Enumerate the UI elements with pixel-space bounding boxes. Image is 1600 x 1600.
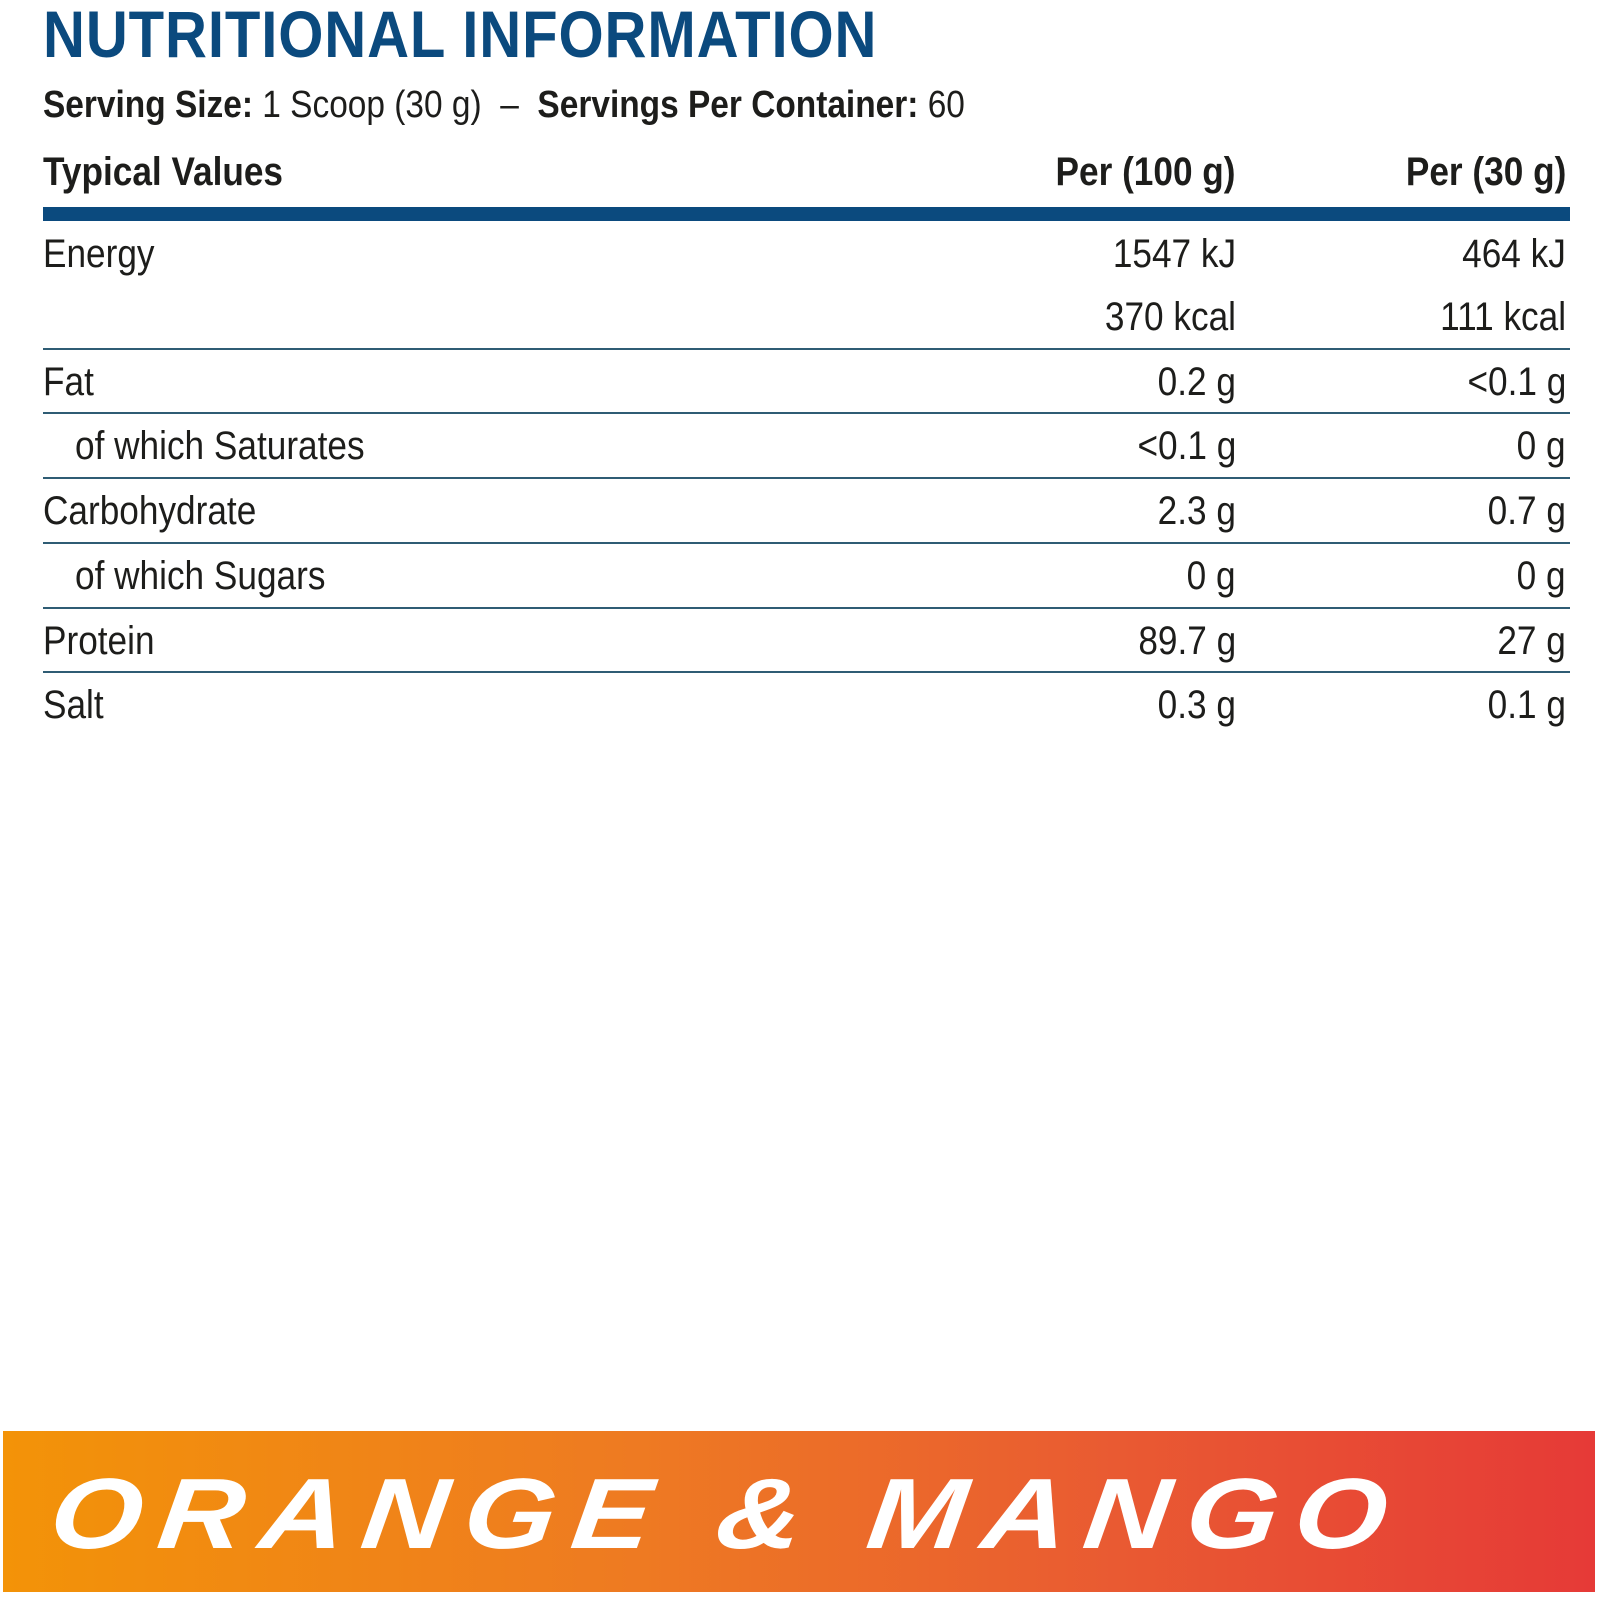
row-label: Salt [43,683,104,727]
header-divider [43,207,1570,221]
row-divider [43,412,1570,414]
servings-per-container-value: 60 [927,84,965,126]
table-row-energy-kcal: 370 kcal 111 kcal [43,285,1570,349]
row-label: Protein [43,619,155,663]
table-row-energy-kj: Energy 1547 kJ 464 kJ [43,222,1570,286]
title-text: NUTRITIONAL INFORMATION [43,0,878,71]
value-per-100g: 370 kcal [1104,295,1236,339]
serving-info: Serving Size: 1 Scoop (30 g) – Servings … [43,84,1091,127]
row-divider [43,607,1570,609]
row-divider [43,542,1570,544]
row-label: Energy [43,232,155,276]
row-divider [43,671,1570,673]
servings-per-container-label: Servings Per Container: [537,84,919,126]
serving-size-label: Serving Size: [43,84,254,126]
value-per-100g: 0 g [1187,554,1236,598]
value-per-30g: 0 g [1517,424,1566,468]
header-text: Per (30 g) [1405,150,1566,194]
table-row-salt: Salt 0.3 g 0.1 g [43,673,1570,737]
separator: – [500,84,519,126]
flavor-banner: ORANGE & MANGO [3,1431,1595,1592]
row-divider [43,477,1570,479]
table-row-carbohydrate: Carbohydrate 2.3 g 0.7 g [43,479,1570,543]
value-per-100g: 0.3 g [1157,683,1236,727]
row-divider [43,348,1570,350]
value-per-30g: 464 kJ [1462,232,1566,276]
table-row-fat: Fat 0.2 g <0.1 g [43,350,1570,414]
header-per-100g: Per (100 g) [1031,150,1236,195]
value-per-100g: 2.3 g [1157,489,1236,533]
row-label: of which Sugars [75,554,326,598]
value-per-100g: <0.1 g [1137,424,1236,468]
header-typical-values: Typical Values [43,150,316,195]
page-title: NUTRITIONAL INFORMATION [43,0,991,72]
row-label: of which Saturates [75,424,365,468]
value-per-100g: 1547 kJ [1112,232,1236,276]
table-row-protein: Protein 89.7 g 27 g [43,609,1570,673]
table-row-saturates: of which Saturates <0.1 g 0 g [43,414,1570,478]
header-text: Typical Values [43,150,284,194]
value-per-100g: 0.2 g [1157,360,1236,404]
serving-size-value: 1 Scoop (30 g) [262,84,482,126]
header-per-30g: Per (30 g) [1384,150,1566,195]
value-per-30g: <0.1 g [1467,360,1566,404]
value-per-30g: 0.7 g [1487,489,1566,533]
row-label: Carbohydrate [43,489,257,533]
value-per-100g: 89.7 g [1138,619,1236,663]
value-per-30g: 0 g [1517,554,1566,598]
flavor-name: ORANGE & MANGO [44,1458,1411,1570]
value-per-30g: 111 kcal [1440,295,1566,339]
value-per-30g: 27 g [1497,619,1566,663]
header-text: Per (100 g) [1056,150,1236,194]
row-label: Fat [43,360,94,404]
value-per-30g: 0.1 g [1487,683,1566,727]
table-row-sugars: of which Sugars 0 g 0 g [43,544,1570,608]
